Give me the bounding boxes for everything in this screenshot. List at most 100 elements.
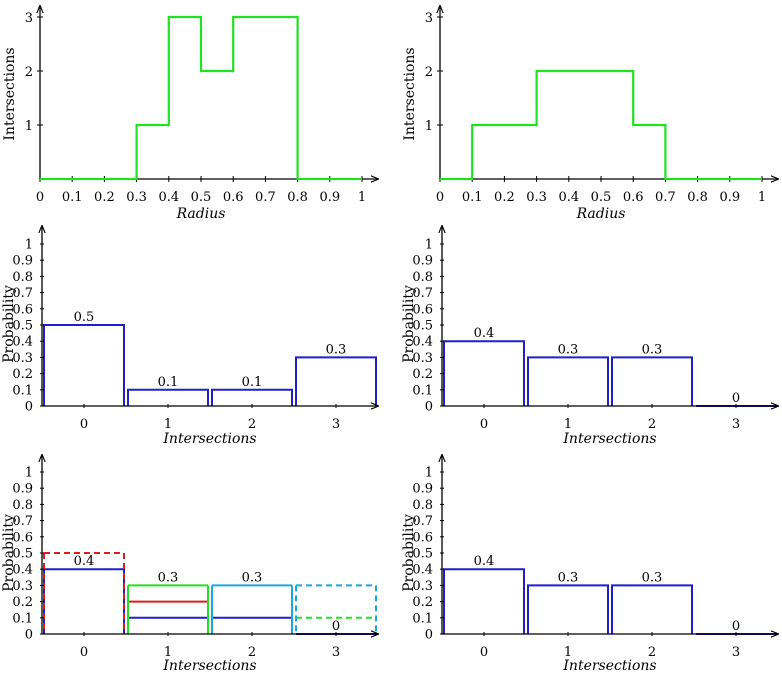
y-tick-label: 0 bbox=[25, 400, 33, 415]
y-tick-label: 0.7 bbox=[412, 286, 433, 301]
bar bbox=[443, 568, 525, 634]
x-tick-label: 0.6 bbox=[623, 190, 644, 205]
x-tick-label: 2 bbox=[248, 645, 256, 660]
y-tick-label: 1 bbox=[25, 238, 33, 253]
y-tick-label: 0.3 bbox=[412, 579, 433, 594]
x-axis-label: Intersections bbox=[562, 658, 656, 673]
x-tick-label: 0.3 bbox=[526, 190, 547, 205]
y-tick-label: 0.7 bbox=[12, 286, 33, 301]
x-tick-label: 0.8 bbox=[287, 190, 308, 205]
x-tick-label: 0 bbox=[80, 417, 88, 432]
y-axis-label: Intersections bbox=[402, 47, 418, 140]
x-tick-label: 0.7 bbox=[255, 190, 276, 205]
x-tick-label: 0 bbox=[480, 417, 488, 432]
y-tick-label: 0.5 bbox=[12, 319, 33, 334]
bar bbox=[611, 356, 693, 406]
data-label: 0 bbox=[332, 619, 340, 634]
data-label: 0.1 bbox=[158, 375, 179, 390]
x-tick-label: 1 bbox=[564, 645, 572, 660]
x-tick-label: 0.2 bbox=[494, 190, 515, 205]
bar bbox=[127, 388, 209, 406]
data-label: 0.1 bbox=[242, 375, 263, 390]
chart-radius-intersections-right: 0 0.1 0.2 0.3 0.4 0.5 0.6 0.7 0.8 0.9 1 1 2 3 Radius In… bbox=[402, 6, 778, 222]
x-tick-label: 0.4 bbox=[558, 190, 579, 205]
bar bbox=[127, 616, 209, 634]
y-tick-label: 0.7 bbox=[12, 514, 33, 529]
x-tick-label: 1 bbox=[564, 417, 572, 432]
y-tick-label: 0.9 bbox=[412, 254, 433, 269]
chart-probability-bottom-right: 00.10.20.30.40.50.60.70.80.910 1 2 30.40.3 0… bbox=[401, 455, 778, 673]
data-label: 0.4 bbox=[474, 554, 495, 569]
x-tick-label: 2 bbox=[248, 417, 256, 432]
x-tick-label: 2 bbox=[648, 645, 656, 660]
y-tick-label: 2 bbox=[25, 65, 33, 80]
x-tick-label: 1 bbox=[164, 645, 172, 660]
x-axis-label: Radius bbox=[576, 206, 626, 222]
bar bbox=[527, 584, 609, 634]
y-tick-label: 0.6 bbox=[412, 530, 433, 545]
x-tick-label: 0.7 bbox=[655, 190, 676, 205]
data-label: 0.3 bbox=[242, 570, 263, 585]
y-tick-label: 0.4 bbox=[12, 335, 33, 350]
y-axis-label: Probability bbox=[401, 514, 417, 592]
x-tick-label: 1 bbox=[164, 417, 172, 432]
x-tick-label: 1 bbox=[358, 190, 366, 205]
x-tick-label: 3 bbox=[332, 417, 340, 432]
y-tick-label: 0.5 bbox=[412, 319, 433, 334]
y-tick-label: 0.1 bbox=[412, 383, 433, 398]
bar bbox=[43, 568, 125, 634]
x-axis-label: Radius bbox=[176, 206, 226, 222]
data-label: 0.3 bbox=[326, 342, 347, 357]
bar bbox=[527, 356, 609, 406]
y-axis-label: Probability bbox=[401, 285, 417, 363]
y-axis-label: Probability bbox=[1, 514, 17, 592]
x-tick-label: 0 bbox=[80, 645, 88, 660]
x-tick-label: 1 bbox=[758, 190, 766, 205]
y-tick-label: 0.2 bbox=[412, 367, 433, 382]
y-tick-label: 0.6 bbox=[12, 530, 33, 545]
data-label: 0 bbox=[732, 619, 740, 634]
y-axis-label: Probability bbox=[1, 285, 17, 363]
data-label: 0.4 bbox=[74, 554, 95, 569]
chart-probability-middle-right: 00.10.20.30.40.50.60.70.80.910 1 2 30.40.3 0… bbox=[401, 226, 778, 447]
data-label: 0 bbox=[732, 391, 740, 406]
y-tick-label: 1 bbox=[425, 466, 433, 481]
y-tick-label: 0.8 bbox=[12, 270, 33, 285]
x-axis-label: Intersections bbox=[562, 431, 656, 447]
y-tick-label: 2 bbox=[425, 65, 433, 80]
data-label: 0.3 bbox=[558, 570, 579, 585]
x-tick-label: 0.8 bbox=[687, 190, 708, 205]
x-tick-label: 0.1 bbox=[462, 190, 483, 205]
y-tick-label: 3 bbox=[25, 11, 33, 26]
y-tick-label: 0.1 bbox=[12, 383, 33, 398]
y-tick-label: 1 bbox=[425, 238, 433, 253]
data-label: 0.5 bbox=[74, 310, 95, 325]
y-tick-label: 1 bbox=[25, 119, 33, 134]
x-tick-label: 0 bbox=[36, 190, 44, 205]
chart-probability-middle-left: 00.10.20.30.40.50.60.70.80.910 1 2 30.50.1 0… bbox=[1, 226, 378, 447]
y-tick-label: 0.5 bbox=[12, 547, 33, 562]
y-tick-label: 0 bbox=[25, 628, 33, 643]
y-tick-label: 0.9 bbox=[12, 254, 33, 269]
intersections-step-line bbox=[440, 69, 762, 181]
x-tick-label: 0.9 bbox=[719, 190, 740, 205]
bar bbox=[211, 388, 293, 406]
data-label: 0.4 bbox=[474, 326, 495, 341]
x-tick-label: 0.2 bbox=[94, 190, 115, 205]
y-tick-label: 0.9 bbox=[412, 482, 433, 497]
bar bbox=[443, 340, 525, 406]
y-tick-label: 1 bbox=[425, 119, 433, 134]
x-tick-label: 0.9 bbox=[319, 190, 340, 205]
y-tick-label: 0.6 bbox=[12, 302, 33, 317]
x-tick-label: 3 bbox=[332, 645, 340, 660]
x-tick-label: 0.6 bbox=[223, 190, 244, 205]
x-tick-label: 0.4 bbox=[158, 190, 179, 205]
intersections-step-line bbox=[40, 15, 362, 181]
x-tick-label: 2 bbox=[648, 417, 656, 432]
y-tick-label: 0.8 bbox=[412, 270, 433, 285]
y-tick-label: 0.4 bbox=[412, 563, 433, 578]
y-tick-label: 0.3 bbox=[12, 351, 33, 366]
y-tick-label: 0.5 bbox=[412, 547, 433, 562]
y-tick-label: 0.3 bbox=[12, 579, 33, 594]
